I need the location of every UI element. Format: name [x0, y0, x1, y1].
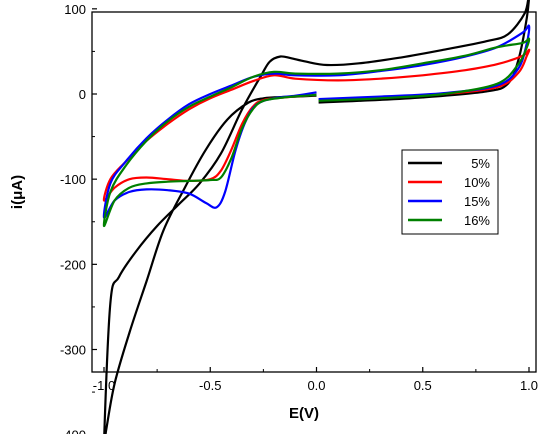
- x-tick-label: 1.0: [520, 378, 538, 393]
- legend-label: 5%: [471, 156, 490, 171]
- x-tick-label: 0.0: [307, 378, 325, 393]
- y-tick-label: -100: [60, 172, 86, 187]
- series-line-3: [102, 37, 531, 228]
- legend-label: 10%: [464, 175, 490, 190]
- y-axis-title: i(μA): [9, 175, 26, 209]
- y-tick-label: -400: [60, 428, 86, 434]
- y-tick-label: 0: [79, 87, 86, 102]
- plot-frame: [91, 11, 537, 373]
- legend-label: 16%: [464, 213, 490, 228]
- legend-label: 15%: [464, 194, 490, 209]
- y-tick-label: -300: [60, 343, 86, 358]
- y-tick-label: -200: [60, 257, 86, 272]
- x-tick-label: 0.5: [414, 378, 432, 393]
- legend: 5% 10% 15% 16%: [401, 149, 499, 235]
- x-tick-label: -1.0: [93, 378, 115, 393]
- y-tick-label: 100: [64, 2, 86, 17]
- series-line-1: [102, 48, 531, 202]
- series-line-0: [103, 0, 530, 434]
- x-tick-label: -0.5: [199, 378, 221, 393]
- ticks-layer: -1.0 -0.5 0.0 0.5 1.0 -400 -300 -200 -100 0 100: [60, 2, 538, 434]
- series-line-2: [102, 24, 531, 219]
- x-axis-title: E(V): [289, 405, 319, 422]
- series-layer: [102, 0, 531, 434]
